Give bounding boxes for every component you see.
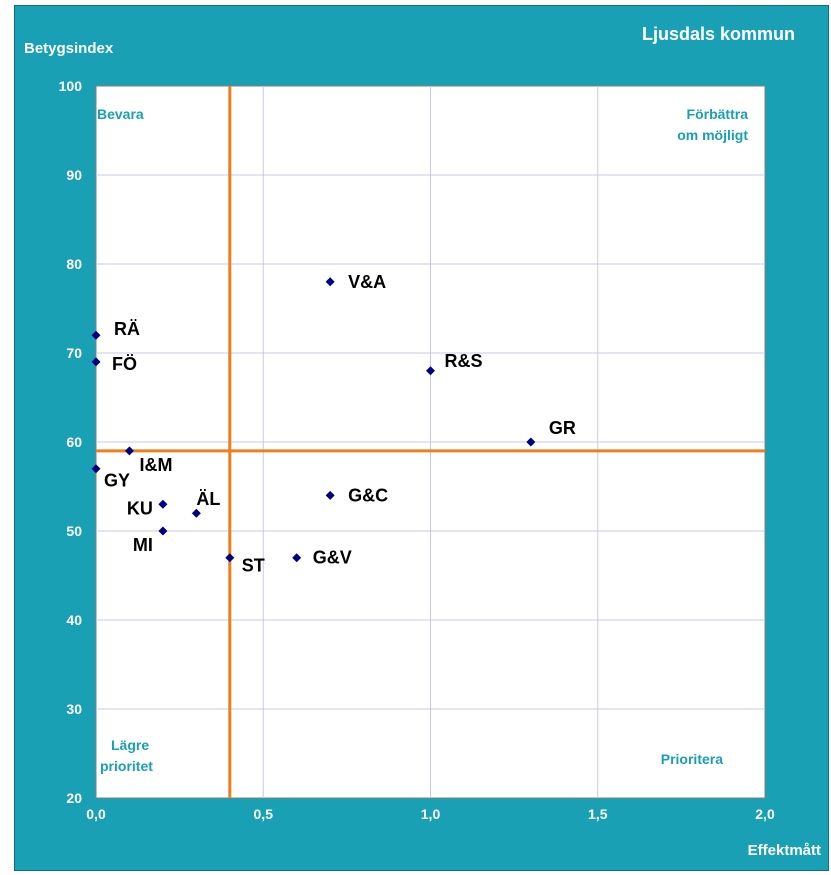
data-point-marker (158, 499, 168, 509)
y-tick-label: 30 (66, 701, 82, 717)
quadrant-label-bottom-left-line2: prioritet (100, 758, 153, 774)
data-points: V&A RÄ FÖ R&S GR I&M GY G&C KU ÄL MI ST G&V (91, 272, 576, 576)
y-tick-label: 20 (66, 790, 82, 806)
data-point-marker (426, 366, 435, 376)
y-tick-label: 40 (66, 612, 82, 628)
y-tick-label: 100 (59, 78, 83, 94)
data-point-marker (325, 490, 335, 500)
data-point-marker (158, 526, 168, 536)
quadrant-label-top-right-line1: Förbättra (687, 106, 749, 122)
y-axis-label: Betygsindex (24, 40, 114, 57)
x-tick-label: 2,0 (755, 806, 775, 822)
data-point-marker (91, 464, 101, 474)
data-point-marker (526, 437, 536, 447)
y-tick-label: 50 (66, 523, 82, 539)
tick-labels: 100 90 80 70 60 50 40 30 200,0 0,5 1,0 1,5 2,0 (59, 78, 775, 822)
y-tick-label: 60 (66, 434, 82, 450)
data-point-label: FÖ (112, 354, 137, 374)
quadrant-label-bottom-right: Prioritera (661, 751, 723, 767)
x-tick-label: 0,0 (86, 806, 106, 822)
data-point-label: MI (133, 535, 153, 555)
data-point-label: ÄL (196, 489, 220, 509)
data-point-marker (191, 508, 201, 518)
data-point-marker (124, 446, 134, 456)
data-point-marker (91, 330, 101, 340)
y-tick-label: 90 (66, 167, 82, 183)
reference-lines (96, 86, 765, 798)
data-point-label: G&V (313, 548, 352, 568)
y-tick-label: 70 (66, 345, 82, 361)
data-point-label: GR (549, 418, 576, 438)
data-point-marker (91, 357, 101, 367)
quadrant-label-top-right-line2: om möjligt (677, 127, 748, 143)
data-point-label: RÄ (114, 319, 140, 339)
x-tick-label: 1,5 (588, 806, 608, 822)
quadrant-label-bottom-left-line1: Lägre (111, 737, 149, 753)
data-point-label: KU (127, 498, 153, 518)
quadrant-labels: Bevara Förbättra om möjligt Lägre priori… (97, 106, 748, 774)
x-tick-label: 0,5 (254, 806, 274, 822)
data-point-label: GY (104, 471, 130, 491)
y-tick-label: 80 (66, 256, 82, 272)
data-point-marker (292, 553, 302, 563)
data-point-marker (325, 277, 335, 287)
gridlines (96, 86, 765, 798)
data-point-label: R&S (445, 351, 483, 371)
data-point-label: I&M (139, 455, 172, 475)
x-tick-label: 1,0 (421, 806, 441, 822)
quadrant-label-top-left: Bevara (97, 106, 144, 122)
data-point-label: V&A (348, 272, 386, 292)
chart-title: Ljusdals kommun (642, 24, 795, 44)
data-point-label: G&C (348, 485, 388, 505)
data-point-label: ST (242, 556, 265, 576)
x-axis-label: Effektmått (748, 842, 821, 859)
data-point-marker (225, 553, 235, 563)
